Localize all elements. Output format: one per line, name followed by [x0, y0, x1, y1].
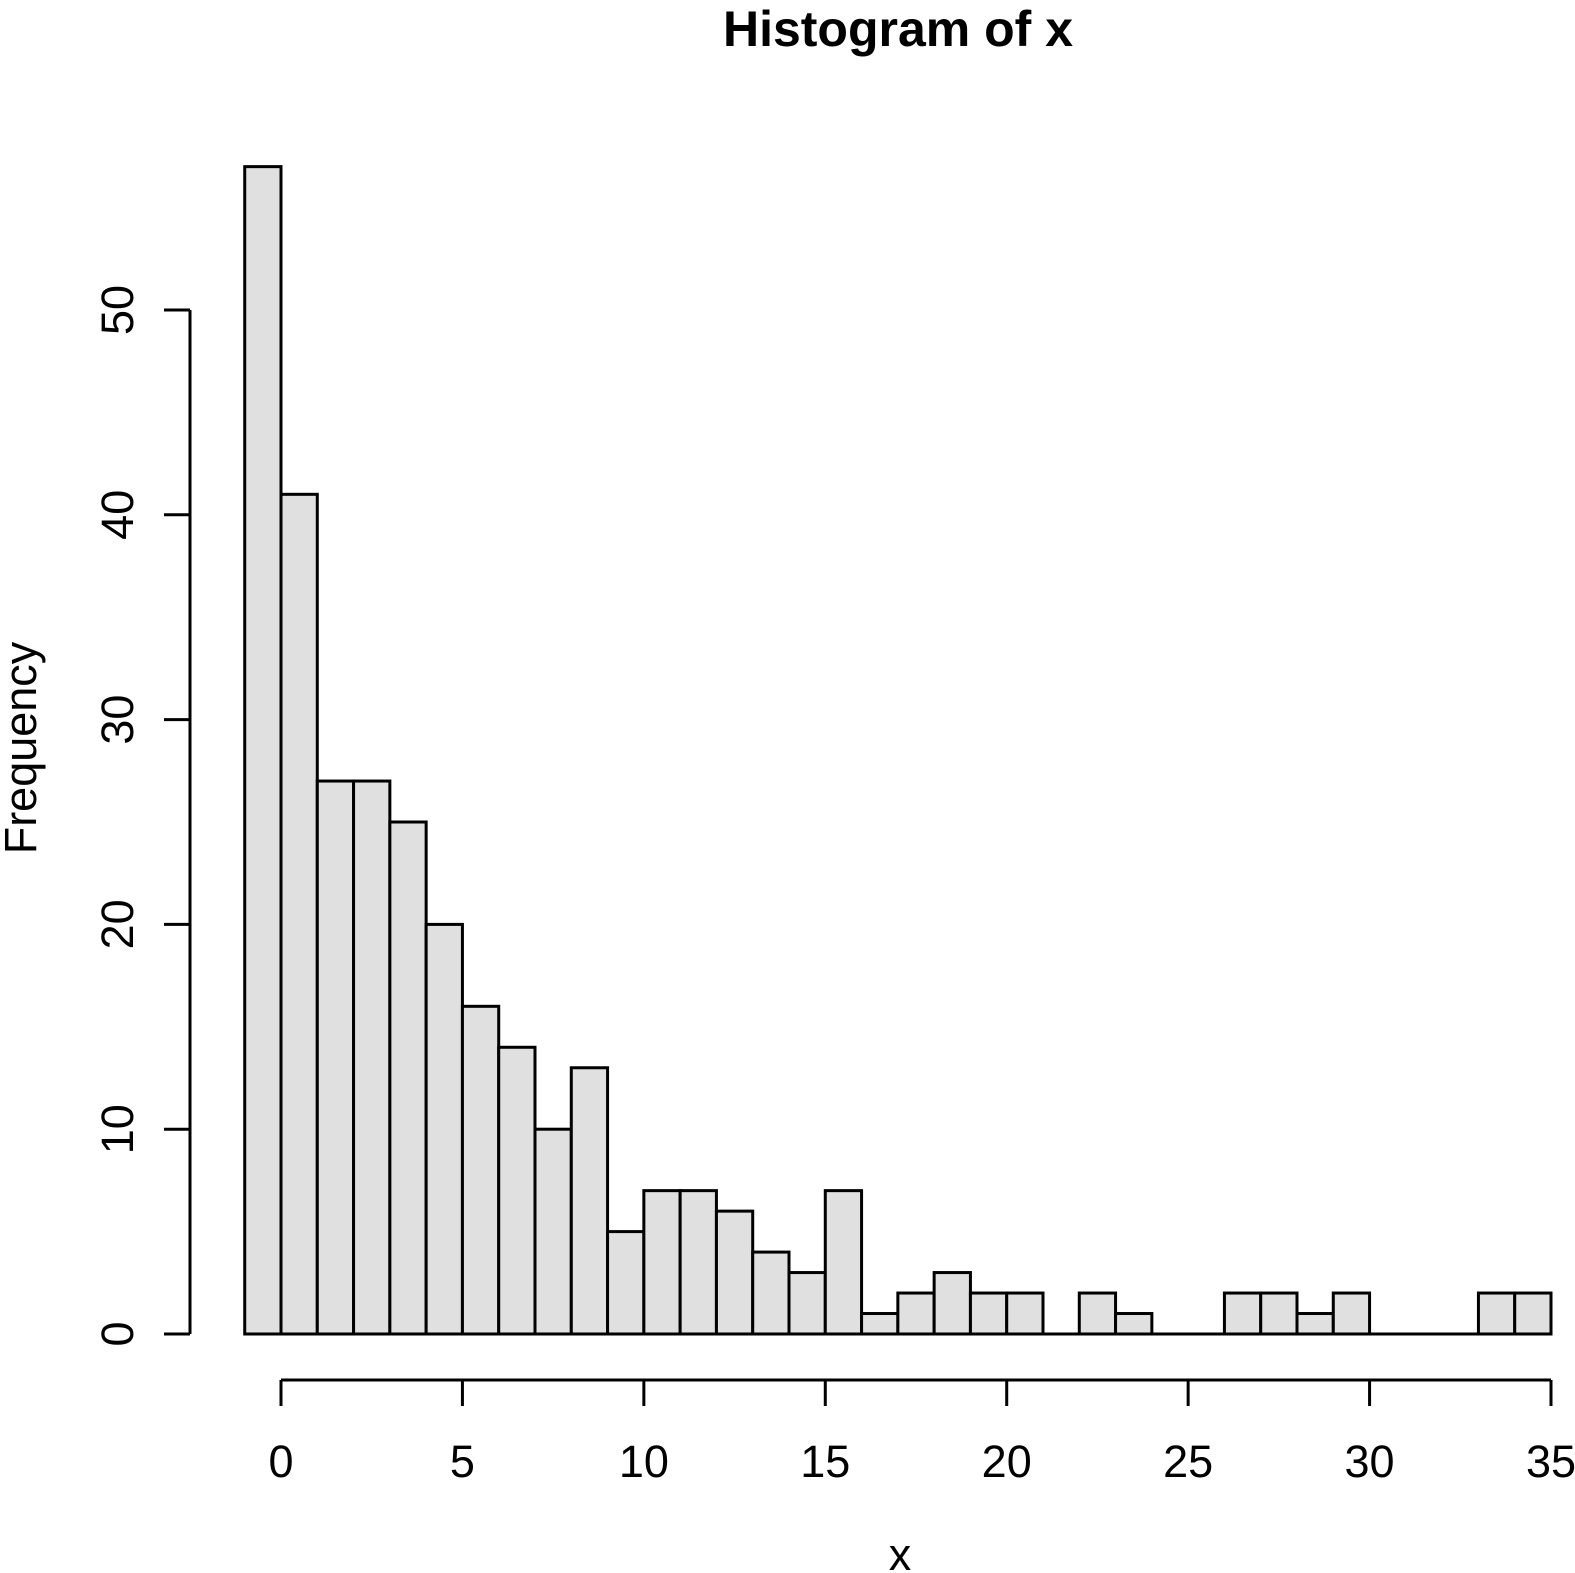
histogram-bar: [968, 1291, 1009, 1336]
histogram-bar: [424, 922, 464, 1336]
histogram-bar: [315, 779, 356, 1336]
y-tick-label: 10: [92, 1104, 143, 1154]
x-tick-label: 30: [1345, 1436, 1395, 1487]
histogram-bar: [678, 1189, 718, 1336]
histogram-bar: [569, 1066, 610, 1336]
histogram-bar: [932, 1271, 972, 1336]
y-axis-title: Frequency: [0, 641, 46, 854]
histogram-bar: [1295, 1312, 1335, 1336]
histogram-bar: [533, 1127, 573, 1336]
histogram-bar: [751, 1250, 791, 1336]
histogram-bar: [279, 492, 319, 1336]
y-axis: 0 10 20 30 40 50: [92, 285, 192, 1347]
histogram-bar: [823, 1189, 864, 1336]
histogram-bar: [497, 1045, 537, 1336]
x-axis: 0 5 10 15 20 25 30 35: [268, 1378, 1575, 1487]
histogram-bar: [1005, 1291, 1045, 1336]
x-axis-title: x: [889, 1529, 912, 1573]
histogram-bar: [860, 1312, 900, 1336]
histogram-bar: [714, 1209, 755, 1336]
x-tick-label: 0: [268, 1436, 293, 1487]
histogram-bar: [352, 779, 392, 1336]
histogram-bar: [606, 1230, 646, 1336]
y-tick-label: 40: [92, 490, 143, 540]
histogram-bar: [1331, 1291, 1372, 1336]
x-tick-label: 5: [450, 1436, 475, 1487]
histogram-bar: [642, 1189, 682, 1336]
x-tick-label: 10: [619, 1436, 669, 1487]
histogram-bar: [1114, 1312, 1154, 1336]
histogram-bar: [787, 1271, 827, 1336]
x-tick-label: 35: [1526, 1436, 1575, 1487]
y-tick-label: 20: [92, 899, 143, 949]
histogram-bar: [1513, 1291, 1553, 1336]
histogram-bar: [460, 1004, 501, 1336]
histogram-bar: [243, 165, 283, 1336]
x-tick-label: 15: [800, 1436, 850, 1487]
histogram-bar: [1222, 1291, 1263, 1336]
y-tick-label: 50: [92, 285, 143, 335]
histogram-bar: [1476, 1291, 1517, 1336]
chart-title: Histogram of x: [723, 1, 1073, 57]
y-tick-label: 0: [92, 1321, 143, 1346]
bars-group: [243, 165, 1553, 1336]
histogram-bar: [1259, 1291, 1299, 1336]
x-tick-label: 20: [982, 1436, 1032, 1487]
histogram-bar: [896, 1291, 936, 1336]
y-tick-label: 30: [92, 695, 143, 745]
x-tick-label: 25: [1163, 1436, 1213, 1487]
histogram-bar: [388, 820, 428, 1336]
histogram-bar: [1077, 1291, 1118, 1336]
